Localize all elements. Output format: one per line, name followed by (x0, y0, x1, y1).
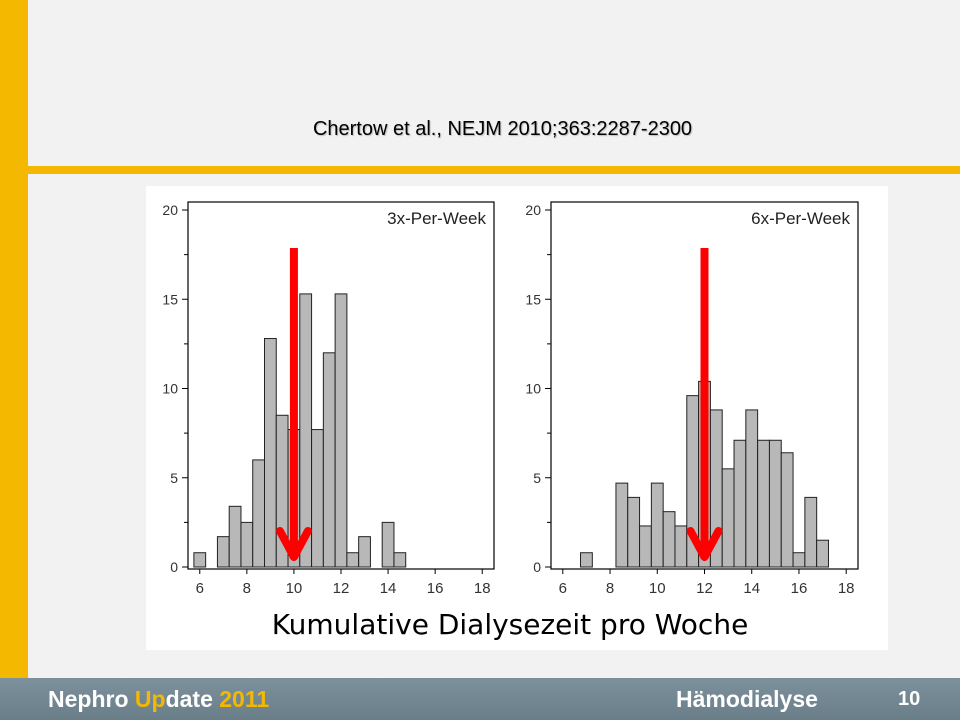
chart1-median-arrow-head (275, 527, 312, 561)
chart1-bar (228, 505, 242, 568)
chart1-x-tick-label: 16 (427, 580, 444, 597)
chart2-bar (792, 552, 806, 568)
chart1-bar (346, 552, 360, 568)
chart2-bar (721, 468, 735, 568)
chart2-y-tick-label: 5 (533, 470, 541, 486)
chart1-bar (252, 459, 265, 568)
chart1-x-tick-label: 10 (286, 580, 303, 597)
footer-bar: Nephro Update 2011 Hämodialyse 10 (0, 678, 960, 720)
chart1-bar (216, 536, 230, 568)
chart2-median-arrow-head (686, 527, 723, 561)
chart2-x-tick-label: 6 (559, 580, 567, 597)
chart2-bar (757, 439, 770, 568)
chart1-x-tick-label: 18 (474, 580, 491, 597)
chart2-bar (627, 496, 641, 568)
footer-topic: Hämodialyse (676, 686, 818, 712)
chart2-bar (674, 525, 688, 568)
chart1-bar (299, 293, 313, 568)
footer-brand: Nephro Update 2011 (48, 686, 269, 713)
chart2-bar (733, 439, 747, 568)
chart1-y-tick-label: 5 (170, 470, 178, 486)
chart2-x-tick-label: 14 (743, 580, 760, 597)
chart2-bar (639, 525, 652, 568)
chart1-bar (311, 429, 324, 568)
chart2-x-tick-label: 18 (838, 580, 855, 597)
chart1-x-tick-label: 8 (243, 580, 251, 597)
chart1-bar (393, 552, 407, 568)
chart2-bar (804, 496, 818, 568)
citation: Chertow et al., NEJM 2010;363:2287-2300 (312, 118, 693, 140)
chart2-bar (615, 482, 629, 568)
chart2-bar (816, 539, 829, 568)
chart2-bar (768, 439, 782, 568)
chart1-bar (358, 536, 371, 568)
chart2-x-tick-label: 16 (791, 580, 808, 597)
chart2-x-tick-label: 12 (696, 580, 713, 597)
chart2-bar (650, 482, 664, 568)
chart1-x-tick-label: 6 (196, 580, 204, 597)
left-accent-bar (0, 0, 28, 720)
chart1-bar (193, 552, 207, 568)
chart1-bar (240, 521, 254, 568)
chart2-y-tick-label: 0 (533, 559, 541, 575)
chart2-bar (780, 452, 794, 568)
chart1-y-tick-label: 10 (162, 381, 178, 397)
brand-part-1: Nephro (48, 686, 135, 712)
brand-part-2: Up (134, 686, 166, 712)
chart1-y-tick-label: 20 (162, 202, 178, 218)
chart2-y-tick-label: 10 (525, 381, 541, 397)
chart-panel: 0 5 10 15 20 6 8 10 12 14 16 18 3x-Per-Week 0 5 10 15 20 6… (146, 186, 888, 650)
chart2-x-tick-label: 10 (649, 580, 666, 597)
chart-caption: Kumulative Dialysezeit pro Woche (271, 608, 749, 641)
chart1-title: 3x-Per-Week (387, 209, 486, 228)
chart2-y-tick-label: 20 (525, 202, 541, 218)
histogram-charts: 0 5 10 15 20 6 8 10 12 14 16 18 3x-Per-Week 0 5 10 15 20 6… (162, 201, 859, 597)
title-divider (28, 166, 960, 174)
chart2-bar (745, 409, 759, 568)
chart2-bar (662, 511, 676, 568)
chart2-title: 6x-Per-Week (751, 209, 850, 228)
chart1-bar (381, 521, 395, 568)
brand-part-3: date (165, 686, 220, 712)
chart1-x-tick-label: 14 (380, 580, 397, 597)
brand-year: 2011 (219, 686, 270, 712)
chart2-bar (580, 552, 593, 568)
page-number: 10 (898, 688, 921, 710)
chart1-bar (264, 338, 277, 568)
chart1-bar (322, 352, 336, 568)
chart2-y-tick-label: 15 (525, 291, 541, 307)
chart1-y-tick-label: 15 (162, 291, 178, 307)
chart1-bar (334, 293, 348, 568)
chart1-x-tick-label: 12 (333, 580, 350, 597)
chart2-x-tick-label: 8 (606, 580, 614, 597)
chart1-y-tick-label: 0 (170, 559, 178, 575)
